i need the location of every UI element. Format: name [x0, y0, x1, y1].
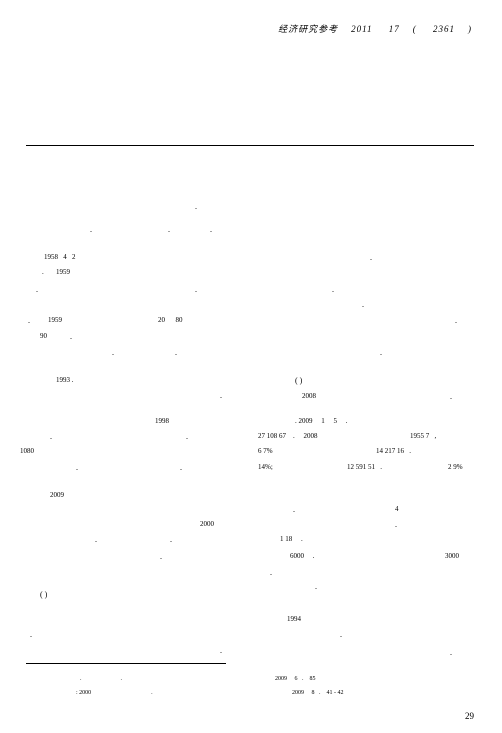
text-67pct: 6 7%	[258, 447, 273, 455]
text-12591: 12 591 51 .	[347, 463, 382, 471]
text-20: 20 80	[158, 316, 183, 324]
text-14pct: 14%;	[258, 463, 273, 471]
footnote-2-left: : 2000 .	[76, 690, 153, 696]
dot: .	[30, 630, 32, 639]
dot: .	[220, 646, 222, 655]
text-14217: 14 217 16 .	[376, 447, 411, 455]
text-118: 1 18 .	[280, 535, 303, 543]
dot: .	[36, 285, 38, 294]
dot: .	[450, 648, 452, 657]
dot: .	[315, 582, 317, 591]
dot: .	[210, 225, 212, 234]
dot: .	[340, 630, 342, 639]
text-27108: 27 108 67 . 2008	[258, 432, 318, 440]
text-1993: 1993 .	[56, 376, 74, 384]
footnote-1-left: . .	[80, 676, 122, 682]
footnote-1-right: 2009 6 . 85	[275, 676, 316, 682]
page-number: 29	[465, 711, 474, 721]
dot: .	[195, 202, 197, 211]
text-1080: 1080	[20, 447, 34, 455]
dot: .	[270, 568, 272, 577]
dot: .	[195, 285, 197, 294]
page-header: 经济研究参考 2011 17 ( 2361 )	[278, 22, 472, 35]
dot: .	[455, 316, 457, 325]
dot: .	[70, 332, 72, 341]
dot: .	[76, 463, 78, 472]
text-4: 4	[395, 505, 399, 513]
issue: 17	[389, 24, 400, 34]
dot: .	[170, 535, 172, 544]
dot: .	[112, 348, 114, 357]
text-6000: 6000 .	[290, 552, 315, 560]
text-2000: 2000	[200, 520, 214, 528]
dot: .	[293, 505, 295, 514]
footnote-divider	[26, 663, 226, 664]
dot: .	[50, 432, 52, 441]
text-29pct: 2 9%	[448, 463, 463, 471]
footnote-2-right: 2009 8 . 41 - 42	[292, 690, 344, 696]
bracket-close: )	[468, 24, 472, 34]
serial: 2361	[433, 24, 455, 34]
text-1958: 1958 4 2	[44, 253, 76, 261]
dot: .	[380, 348, 382, 357]
dot: .	[220, 391, 222, 400]
dot: .	[370, 253, 372, 262]
text-2009: 2009	[50, 491, 64, 499]
text-1994: 1994	[287, 615, 301, 623]
text-1998: 1998	[155, 417, 169, 425]
dot: .	[186, 432, 188, 441]
paren-marker-2: ( )	[295, 376, 302, 385]
bracket-open: (	[413, 24, 417, 34]
paren-marker-1: ( )	[40, 590, 47, 599]
text-3000: 3000	[445, 552, 459, 560]
dot: .	[28, 316, 30, 325]
year: 2011	[351, 24, 372, 34]
dot: .	[168, 225, 170, 234]
dot: .	[90, 225, 92, 234]
section-divider	[26, 145, 474, 146]
dot: .	[362, 300, 364, 309]
dot: .	[450, 392, 452, 401]
dot: .	[160, 552, 162, 561]
dot: .	[95, 535, 97, 544]
text-1955: 1955 7 ,	[410, 432, 436, 440]
text-1959b: 1959	[48, 316, 62, 324]
journal-name: 经济研究参考	[278, 24, 338, 34]
dot: .	[395, 520, 397, 529]
text-90: 90	[40, 332, 47, 340]
text-2009-1-5: . 2009 1 5 .	[295, 417, 348, 425]
dot: .	[175, 348, 177, 357]
dot: .	[180, 463, 182, 472]
text-2008a: 2008	[302, 392, 316, 400]
text-1959a: . 1959	[42, 268, 70, 276]
dot: .	[332, 285, 334, 294]
